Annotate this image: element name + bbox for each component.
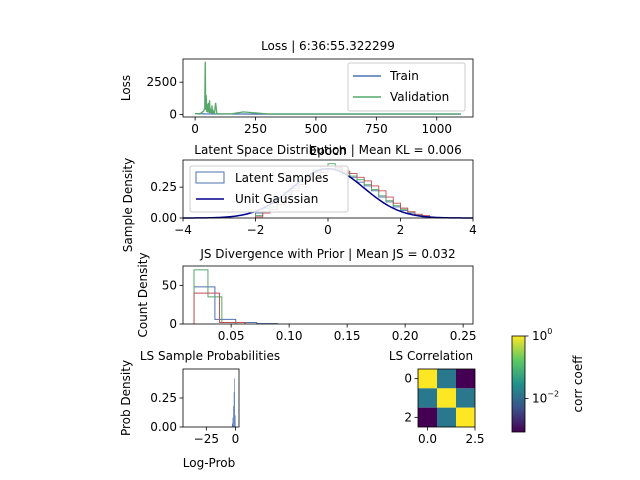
loss-xtick-label: 750 bbox=[365, 122, 388, 136]
corr-cell bbox=[456, 388, 475, 408]
loss-legend-box bbox=[347, 62, 466, 112]
latent-xtick-label: −2 bbox=[247, 223, 265, 237]
corr-ytick-label: 0 bbox=[404, 372, 412, 386]
js-xtick-label: 0.25 bbox=[450, 329, 477, 343]
corr-axes bbox=[417, 368, 476, 428]
prob-bar bbox=[232, 423, 233, 427]
prob-bar bbox=[233, 406, 234, 427]
loss-xtick-label: 500 bbox=[304, 122, 327, 136]
colorbar-gradient bbox=[511, 335, 526, 433]
latent-legend-gaussian: Unit Gaussian bbox=[235, 192, 318, 206]
prob-bar bbox=[232, 417, 234, 427]
prob-panel: LS Sample Probabilities −25 0 0.00 0.25 Pro… bbox=[119, 349, 280, 470]
prob-xtick-label: 0 bbox=[232, 432, 240, 446]
loss-axes bbox=[182, 58, 474, 118]
corr-cells bbox=[418, 369, 475, 427]
js-xtick-label: 0.10 bbox=[276, 329, 303, 343]
prob-xlabel: Log-Prob bbox=[183, 456, 235, 470]
corr-cell bbox=[437, 407, 456, 427]
js-ytick-label: 0 bbox=[169, 317, 177, 331]
corr-cell bbox=[418, 369, 437, 389]
prob-xtick-label: −25 bbox=[194, 432, 219, 446]
prob-series bbox=[232, 378, 236, 427]
corr-cell bbox=[418, 407, 437, 427]
prob-ytick-label: 0.25 bbox=[150, 391, 177, 405]
loss-ytick-label: 2500 bbox=[146, 75, 177, 89]
loss-xtick-label: 250 bbox=[244, 122, 267, 136]
latent-ticks: −4 −2 0 2 4 0.00 0.25 bbox=[150, 180, 477, 237]
corr-xtick-label: 2.5 bbox=[465, 432, 484, 446]
js-ylabel: Count Density bbox=[136, 252, 150, 337]
loss-legend-train: Train bbox=[389, 69, 419, 83]
corr-ytick-label: 2 bbox=[404, 410, 412, 424]
loss-legend: Train Validation bbox=[347, 62, 466, 112]
latent-legend-box bbox=[189, 165, 349, 213]
latent-legend-samples: Latent Samples bbox=[235, 171, 329, 185]
corr-panel: LS Correlation 0.0 2.5 0 2 bbox=[389, 349, 485, 446]
js-title: JS Divergence with Prior | Mean JS = 0.0… bbox=[199, 247, 455, 261]
corr-ticks: 0.0 2.5 0 2 bbox=[404, 372, 484, 446]
js-ytick-label: 50 bbox=[162, 278, 177, 292]
js-xtick-label: 0.15 bbox=[334, 329, 361, 343]
colorbar: 100 10−2 corr coeff bbox=[511, 327, 585, 433]
loss-xlabel: Epoch bbox=[310, 144, 347, 158]
colorbar-ticks: 100 10−2 bbox=[525, 327, 559, 405]
colorbar-tick-label: 100 bbox=[532, 327, 552, 343]
js-ticks: 0.05 0.10 0.15 0.20 0.25 0 50 bbox=[162, 278, 477, 343]
corr-cell bbox=[456, 407, 475, 427]
latent-ylabel: Sample Density bbox=[121, 158, 135, 252]
latent-xtick-label: 4 bbox=[469, 223, 477, 237]
js-hist-2 bbox=[193, 292, 246, 324]
loss-line-validation bbox=[195, 61, 461, 115]
latent-panel: −4 −2 0 2 4 0.00 0.25 Latent Space Distributio… bbox=[121, 143, 477, 252]
corr-cell bbox=[418, 388, 437, 408]
corr-xtick-label: 0.0 bbox=[418, 432, 437, 446]
prob-ylabel: Prob Density bbox=[119, 360, 133, 436]
latent-ytick-label: 0.00 bbox=[150, 211, 177, 225]
latent-ytick-label: 0.25 bbox=[150, 180, 177, 194]
js-series bbox=[193, 269, 279, 325]
latent-legend: Latent Samples Unit Gaussian bbox=[189, 165, 349, 213]
js-axes bbox=[182, 265, 474, 325]
prob-bar bbox=[234, 415, 236, 427]
loss-ylabel: Loss bbox=[119, 75, 133, 101]
latent-xtick-label: −4 bbox=[174, 223, 192, 237]
latent-legend-samples-swatch bbox=[195, 171, 225, 184]
latent-title: Latent Space Distribution | Mean KL = 0.… bbox=[194, 143, 461, 157]
js-xtick-label: 0.20 bbox=[392, 329, 419, 343]
latent-xtick-label: 0 bbox=[324, 223, 332, 237]
prob-title: LS Sample Probabilities bbox=[140, 349, 280, 363]
prob-bar bbox=[234, 378, 235, 427]
js-hist-0 bbox=[193, 286, 279, 325]
prob-bar bbox=[233, 392, 235, 427]
loss-ytick-label: 0 bbox=[169, 107, 177, 121]
loss-xtick-label: 0 bbox=[191, 122, 199, 136]
prob-ticks: −25 0 0.00 0.25 bbox=[150, 391, 239, 446]
colorbar-label: corr coeff bbox=[571, 355, 585, 413]
loss-panel: Loss | 6:36:55.322299 0 250 500 750 1000 0 250… bbox=[119, 39, 474, 158]
corr-cell bbox=[437, 388, 456, 408]
loss-xtick-label: 1000 bbox=[421, 122, 452, 136]
colorbar-tick-label: 10−2 bbox=[532, 389, 559, 405]
corr-title: LS Correlation bbox=[389, 349, 473, 363]
loss-title: Loss | 6:36:55.322299 bbox=[261, 39, 395, 53]
corr-cell bbox=[437, 369, 456, 389]
loss-series bbox=[195, 61, 461, 115]
js-panel: JS Divergence with Prior | Mean JS = 0.0… bbox=[136, 247, 476, 343]
prob-axes bbox=[182, 368, 240, 428]
loss-legend-validation: Validation bbox=[390, 90, 449, 104]
prob-ytick-label: 0.00 bbox=[150, 420, 177, 434]
js-xtick-label: 0.05 bbox=[218, 329, 245, 343]
corr-cell bbox=[456, 369, 475, 389]
loss-ticks: 0 250 500 750 1000 0 2500 bbox=[146, 75, 452, 136]
latent-xtick-label: 2 bbox=[397, 223, 405, 237]
